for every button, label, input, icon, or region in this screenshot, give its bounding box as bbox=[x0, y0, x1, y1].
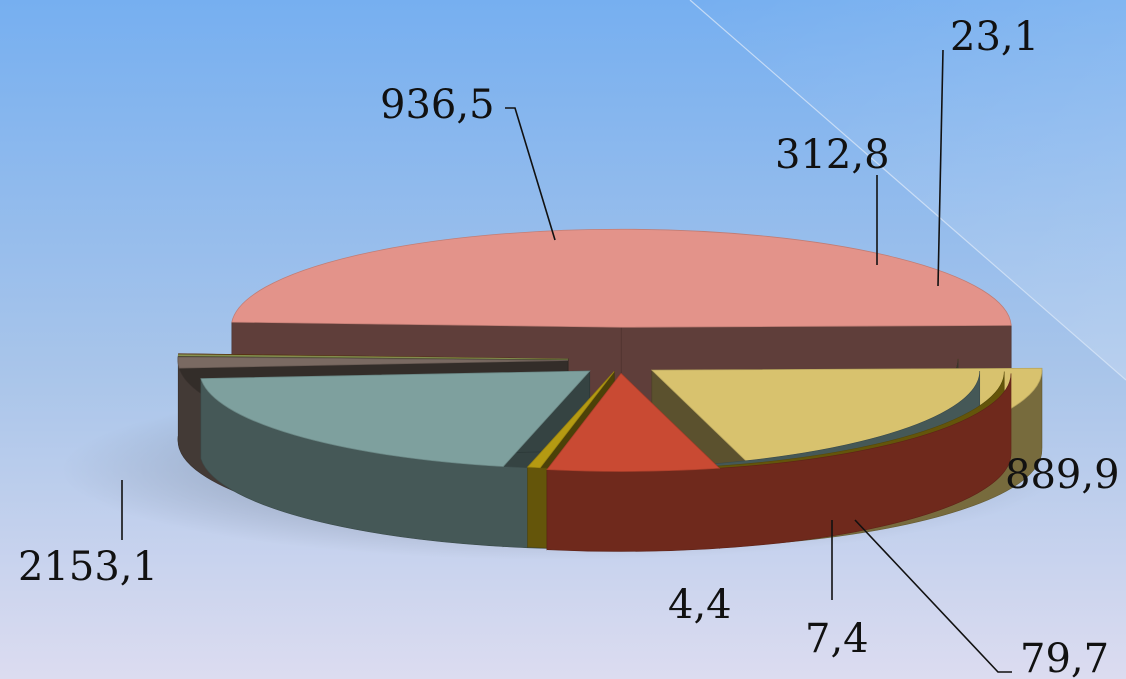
leader-lines bbox=[121, 49, 1012, 673]
pie-slices bbox=[177, 228, 1043, 552]
leader-line-6 bbox=[854, 519, 1012, 673]
slice-side bbox=[546, 373, 1012, 552]
slice-top bbox=[231, 228, 1012, 328]
data-label-5: 889,9 bbox=[1005, 452, 1120, 498]
data-label-2: 936,5 bbox=[380, 82, 495, 128]
data-label-7: 7,4 bbox=[805, 616, 869, 662]
data-label-1: 2153,1 bbox=[18, 544, 158, 590]
slice-top bbox=[200, 370, 591, 467]
pie-slice-3 bbox=[546, 372, 1012, 552]
data-label-4: 23,1 bbox=[950, 14, 1039, 60]
slice-top bbox=[177, 354, 569, 360]
leader-line-4 bbox=[937, 49, 944, 287]
slice-top bbox=[177, 356, 569, 369]
leader-line-2 bbox=[505, 107, 556, 241]
data-label-8: 4,4 bbox=[668, 582, 732, 628]
data-labels: 2153,1 936,5 312,8 23,1 889,9 79,7 7,4 4,4 bbox=[18, 14, 1120, 679]
data-label-3: 312,8 bbox=[775, 132, 890, 178]
background-diagonal-edge bbox=[689, 0, 1126, 381]
data-label-6: 79,7 bbox=[1020, 636, 1109, 679]
slice-top bbox=[546, 372, 721, 472]
slice-top bbox=[526, 371, 615, 469]
